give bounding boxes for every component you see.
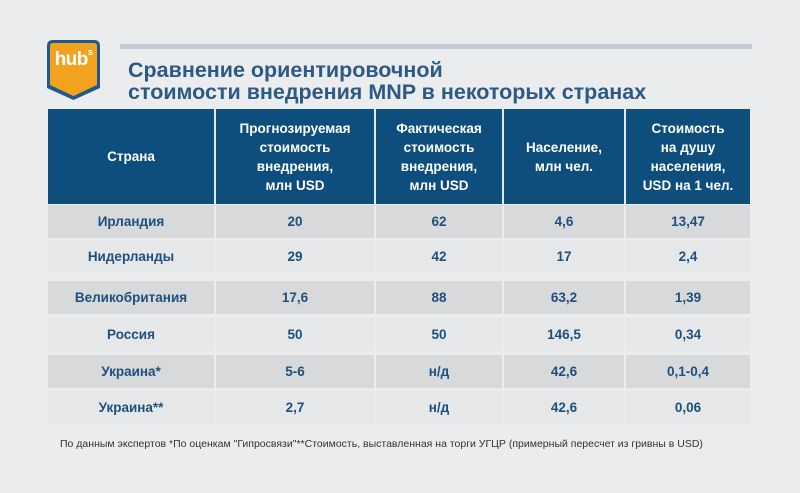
header-forecast-cost: Прогнозируемая стоимость внедрения, млн USD — [239, 120, 351, 193]
header-separator — [374, 109, 376, 204]
header-separator — [502, 109, 504, 204]
cell-cost-per-capita: 0,06 — [626, 391, 750, 424]
header-population: Население, млн чел. — [526, 139, 602, 174]
table-row: Украина* 5-6 н/д 42,6 0,1-0,4 — [48, 355, 750, 388]
header-actual-cost: Фактическая стоимость внедрения, млн USD — [396, 120, 482, 193]
cell-population: 42,6 — [504, 391, 624, 424]
table-row: Великобритания 17,6 88 63,2 1,39 — [48, 281, 750, 314]
cell-population: 146,5 — [504, 318, 624, 351]
cell-population: 4,6 — [504, 205, 624, 238]
cell-actual-cost: н/д — [376, 391, 502, 424]
cell-country: Ирландия — [48, 205, 214, 238]
cell-forecast-cost: 5-6 — [216, 355, 374, 388]
cell-actual-cost: н/д — [376, 355, 502, 388]
cell-country: Великобритания — [48, 281, 214, 314]
header-separator — [624, 109, 626, 204]
cell-forecast-cost: 50 — [216, 318, 374, 351]
cell-country: Россия — [48, 318, 214, 351]
cell-forecast-cost: 2,7 — [216, 391, 374, 424]
page-title: Сравнение ориентировочной стоимости внед… — [128, 59, 748, 103]
cell-actual-cost: 88 — [376, 281, 502, 314]
cell-population: 63,2 — [504, 281, 624, 314]
header-country: Страна — [107, 149, 155, 164]
cell-cost-per-capita: 2,4 — [626, 240, 750, 273]
top-divider — [120, 44, 752, 49]
table-row: Ирландия 20 62 4,6 13,47 — [48, 205, 750, 238]
cell-forecast-cost: 29 — [216, 240, 374, 273]
cell-actual-cost: 50 — [376, 318, 502, 351]
header-separator — [214, 109, 216, 204]
title-line-2: стоимости внедрения MNP в некоторых стра… — [128, 80, 647, 104]
cell-actual-cost: 42 — [376, 240, 502, 273]
cell-country: Нидерланды — [48, 240, 214, 273]
table-row: Россия 50 50 146,5 0,34 — [48, 318, 750, 351]
header-cost-per-capita: Стоимость на душу населения, USD на 1 чел. — [642, 120, 734, 193]
cell-cost-per-capita: 0,1-0,4 — [626, 355, 750, 388]
logo-text: hubs — [54, 46, 93, 70]
cell-cost-per-capita: 1,39 — [626, 281, 750, 314]
cell-cost-per-capita: 0,34 — [626, 318, 750, 351]
table-header: Страна Прогнозируемая стоимость внедрения, м… — [48, 109, 750, 204]
cell-forecast-cost: 17,6 — [216, 281, 374, 314]
cell-population: 42,6 — [504, 355, 624, 388]
table-row: Украина** 2,7 н/д 42,6 0,06 — [48, 391, 750, 424]
cell-population: 17 — [504, 240, 624, 273]
cell-actual-cost: 62 — [376, 205, 502, 238]
footnote: По данным экспертов *По оценкам "Гипросв… — [60, 438, 703, 450]
cell-cost-per-capita: 13,47 — [626, 205, 750, 238]
cell-country: Украина* — [48, 355, 214, 388]
cell-forecast-cost: 20 — [216, 205, 374, 238]
title-line-1: Сравнение ориентировочной — [128, 58, 443, 82]
hubs-logo: hubs — [47, 40, 100, 100]
table-row: Нидерланды 29 42 17 2,4 — [48, 240, 750, 273]
cell-country: Украина** — [48, 391, 214, 424]
